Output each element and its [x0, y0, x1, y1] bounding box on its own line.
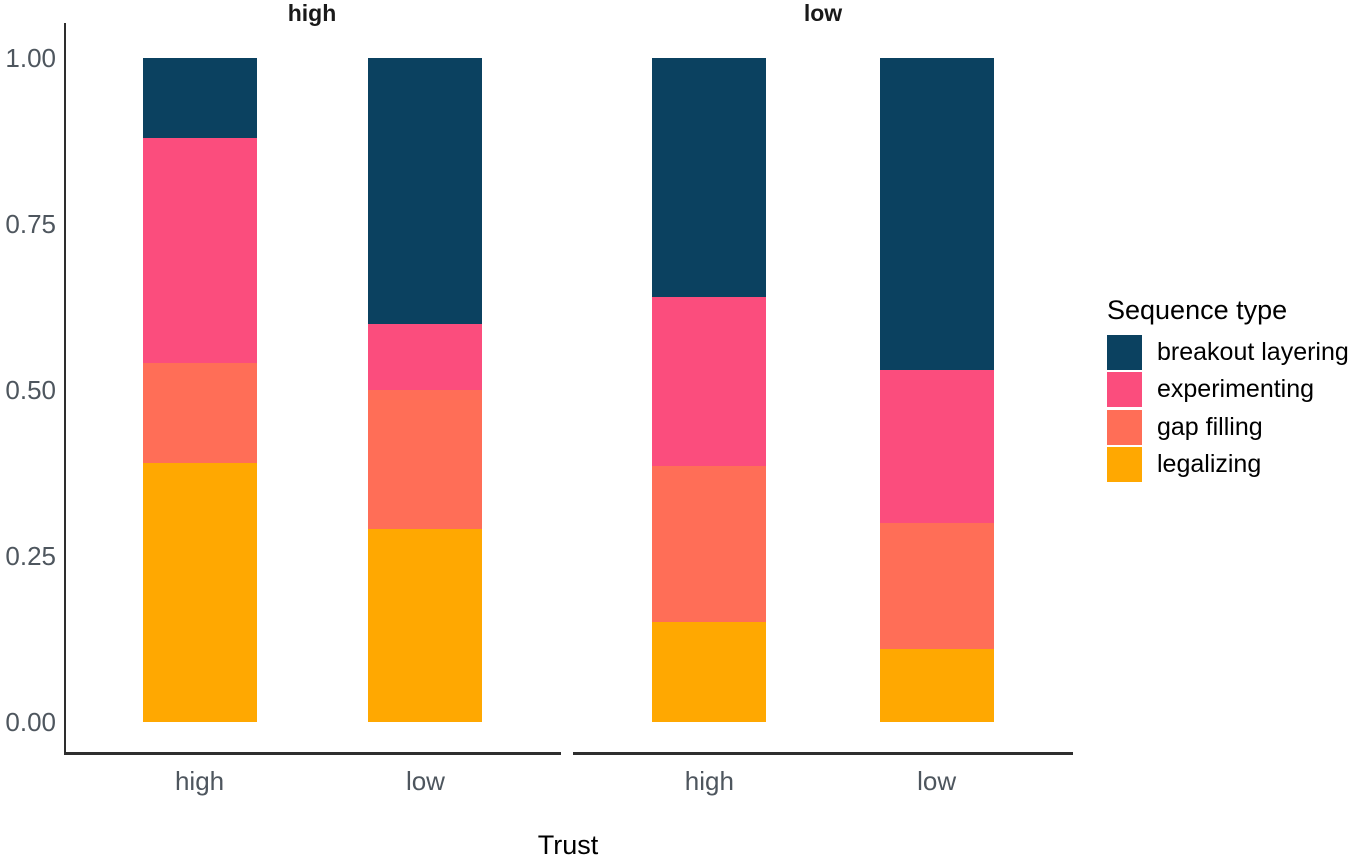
legend-label: legalizing [1157, 449, 1262, 478]
bar-segment-experimenting [368, 323, 483, 390]
x-axis-title: Trust [537, 830, 599, 859]
x-tick-label: low [917, 766, 957, 796]
y-tick-label: 1.00 [5, 43, 56, 73]
legend-label: experimenting [1157, 375, 1315, 404]
bar-segment-legalizing [652, 622, 767, 722]
x-tick-label: high [684, 766, 734, 796]
bar-segment-gap-filling [368, 390, 483, 530]
bar-segment-legalizing [368, 529, 483, 722]
legend-title: Sequence type [1107, 295, 1288, 325]
facet-strip-label-high: high [287, 0, 337, 26]
y-tick-label: 0.25 [5, 541, 56, 571]
legend-item: experimenting [1107, 372, 1347, 408]
bar-segment-breakout-layering [652, 58, 767, 298]
bar-segment-gap-filling [879, 522, 994, 649]
bar-segment-breakout-layering [368, 58, 483, 324]
legend-label: breakout layering [1157, 338, 1349, 366]
y-tick-label: 0.00 [5, 707, 56, 737]
legend-item: breakout layering [1107, 335, 1349, 370]
x-tick-label: high [174, 766, 225, 796]
y-tick-label: 0.50 [5, 375, 56, 405]
bar-segment-breakout-layering [879, 58, 994, 371]
legend-swatch-experimenting [1107, 372, 1142, 408]
bar-segment-breakout-layering [142, 58, 257, 138]
x-tick-label: low [405, 766, 445, 796]
legend-label: gap filling [1157, 412, 1263, 441]
y-tick-label: 0.75 [5, 209, 56, 239]
legend-item: gap filling [1107, 409, 1347, 445]
bar-segment-gap-filling [652, 466, 767, 623]
y-axis-line [64, 23, 66, 755]
bar-segment-experimenting [652, 297, 767, 467]
legend-swatch-gap-filling [1107, 409, 1142, 445]
x-axis-line-left-panel [64, 752, 561, 755]
x-axis-line-right-panel [573, 752, 1073, 755]
bar-segment-gap-filling [142, 363, 257, 464]
legend-swatch-legalizing [1107, 446, 1142, 482]
bar-segment-experimenting [142, 137, 257, 364]
bar-segment-experimenting [879, 370, 994, 523]
bar-segment-legalizing [879, 648, 994, 722]
legend-item: legalizing [1107, 446, 1347, 482]
bar-segment-legalizing [142, 463, 257, 722]
legend-swatch-breakout-layering [1107, 335, 1142, 370]
facet-strip-label-low: low [803, 0, 843, 26]
